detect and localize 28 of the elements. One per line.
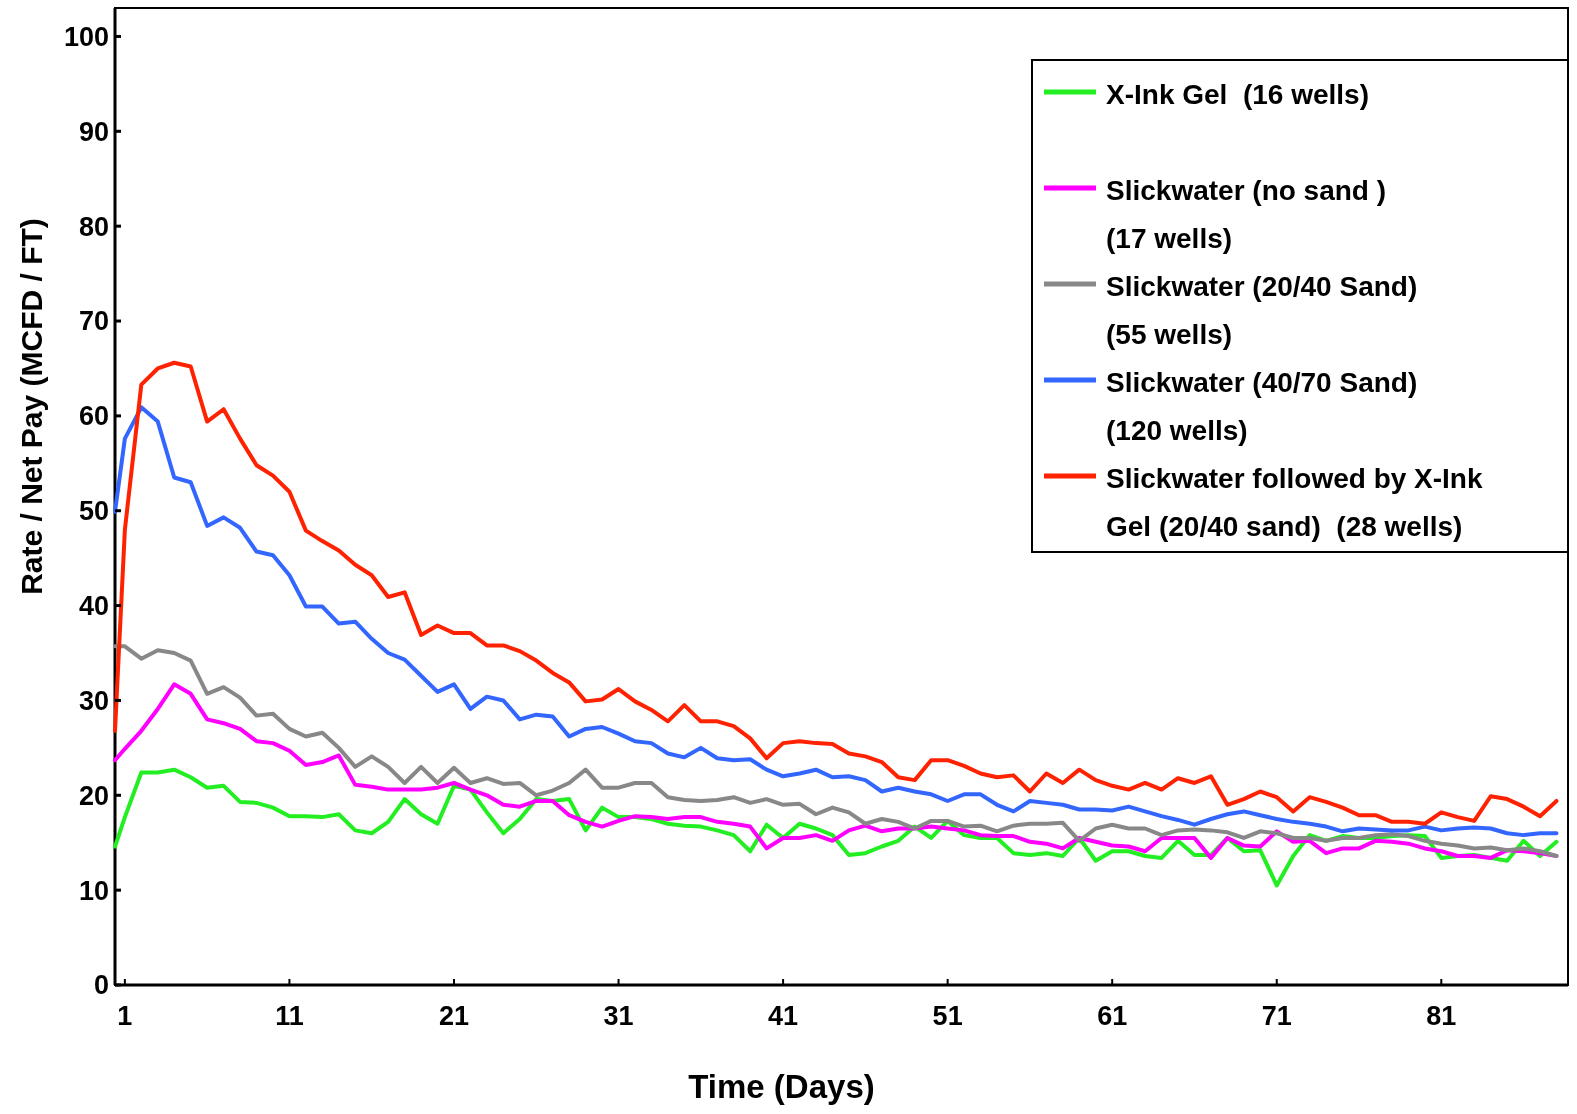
x-tick-label: 21 [438,1001,469,1031]
x-tick-label: 41 [768,1001,799,1031]
legend-label: X-Ink Gel (16 wells) [1106,79,1369,110]
x-tick-label: 81 [1426,1001,1457,1031]
line-series [113,644,1559,858]
y-tick-label: 70 [78,306,109,337]
y-tick-label: 50 [78,496,109,527]
y-tick-label: 100 [63,21,109,52]
x-axis-title: Time (Days) [688,1068,875,1105]
legend-label: Slickwater followed by X-Ink Gel (20/40 sand) (28 wells) [1106,463,1483,542]
y-tick-label: 60 [78,401,109,432]
y-tick-label: 0 [93,970,109,1001]
legend-label: Slickwater (40/70 Sand) (120 wells) [1106,367,1418,446]
y-tick-label: 10 [78,875,109,906]
x-tick-label: 1 [117,1001,133,1031]
y-tick-label: 40 [78,591,109,622]
y-tick-label: 90 [78,116,109,147]
x-tick-label: 71 [1261,1001,1292,1031]
legend-label: Slickwater (20/40 Sand) (55 wells) [1106,271,1418,350]
x-tick-label: 31 [603,1001,634,1031]
y-tick-label: 20 [78,780,109,811]
legend-label: Slickwater (no sand ) (17 wells) [1106,175,1387,254]
x-tick-label: 61 [1097,1001,1128,1031]
y-tick-label: 30 [78,685,109,716]
y-axis-title: Rate / Net Pay (MCFD / FT) [15,218,48,595]
y-tick-label: 80 [78,211,109,242]
x-tick-label: 11 [275,1001,304,1031]
x-tick-label: 51 [932,1001,963,1031]
